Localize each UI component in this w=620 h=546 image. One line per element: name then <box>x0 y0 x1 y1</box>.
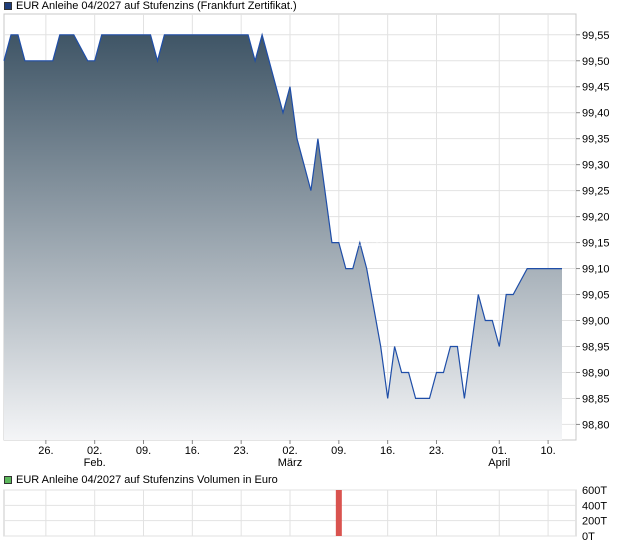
volume-bars <box>335 490 342 536</box>
price-y-tick-label: 99,10 <box>582 264 610 276</box>
price-y-tick-label: 99,30 <box>582 160 610 172</box>
price-x-tick-label: 01. <box>492 445 507 457</box>
volume-legend-swatch <box>4 476 12 484</box>
price-x-month-label: April <box>488 457 510 469</box>
volume-grid <box>4 489 576 537</box>
price-x-tick-label: 09. <box>331 445 346 457</box>
price-y-tick-label: 99,05 <box>582 290 610 302</box>
price-x-tick-label: 09. <box>136 445 151 457</box>
price-x-tick-label: 26. <box>38 445 53 457</box>
volume-y-axis: 600T 400T 200T 0T <box>582 485 607 543</box>
price-y-tick-label: 98,95 <box>582 341 610 353</box>
price-y-tick-label: 99,45 <box>582 82 610 94</box>
volume-y-tick-label: 0T <box>582 531 595 543</box>
price-line <box>3 32 562 399</box>
volume-y-tick-label: 400T <box>582 500 607 512</box>
price-legend-swatch <box>4 2 12 10</box>
volume-legend-label: EUR Anleihe 04/2027 auf Stufenzins Volum… <box>16 474 278 486</box>
price-legend-label: EUR Anleihe 04/2027 auf Stufenzins (Fran… <box>16 0 297 12</box>
price-y-axis: 99,55 99,50 99,45 99,40 99,35 99,30 99,25 99,20… <box>576 30 610 431</box>
price-x-tick-label: 23. <box>429 445 444 457</box>
price-x-tick-label: 02. <box>282 445 297 457</box>
watermark: ECK <box>354 233 387 250</box>
price-y-tick-label: 99,00 <box>582 316 610 328</box>
price-x-month-label: Feb. <box>84 457 106 469</box>
price-x-tick-label: 23. <box>234 445 249 457</box>
price-y-tick-label: 99,55 <box>582 30 610 42</box>
price-y-tick-label: 99,25 <box>582 186 610 198</box>
price-y-tick-label: 99,35 <box>582 134 610 146</box>
price-x-tick-label: 02. <box>87 445 102 457</box>
price-y-tick-label: 99,40 <box>582 108 610 120</box>
volume-y-tick-label: 600T <box>582 485 607 497</box>
price-area <box>4 34 562 441</box>
price-x-tick-label: 16. <box>185 445 200 457</box>
price-y-tick-label: 98,85 <box>582 393 610 405</box>
price-y-tick-label: 99,50 <box>582 56 610 68</box>
volume-y-tick-label: 200T <box>582 516 607 528</box>
price-y-tick-label: 99,20 <box>582 212 610 224</box>
price-x-tick-label: 10. <box>540 445 555 457</box>
price-x-tick-label: 16. <box>380 445 395 457</box>
price-y-tick-label: 98,90 <box>582 367 610 379</box>
price-legend: EUR Anleihe 04/2027 auf Stufenzins (Fran… <box>4 0 297 12</box>
volume-legend: EUR Anleihe 04/2027 auf Stufenzins Volum… <box>4 474 278 486</box>
price-y-tick-label: 98,80 <box>582 419 610 431</box>
price-x-month-label: März <box>278 457 302 469</box>
volume-bar <box>335 490 342 536</box>
price-y-tick-label: 99,15 <box>582 238 610 250</box>
